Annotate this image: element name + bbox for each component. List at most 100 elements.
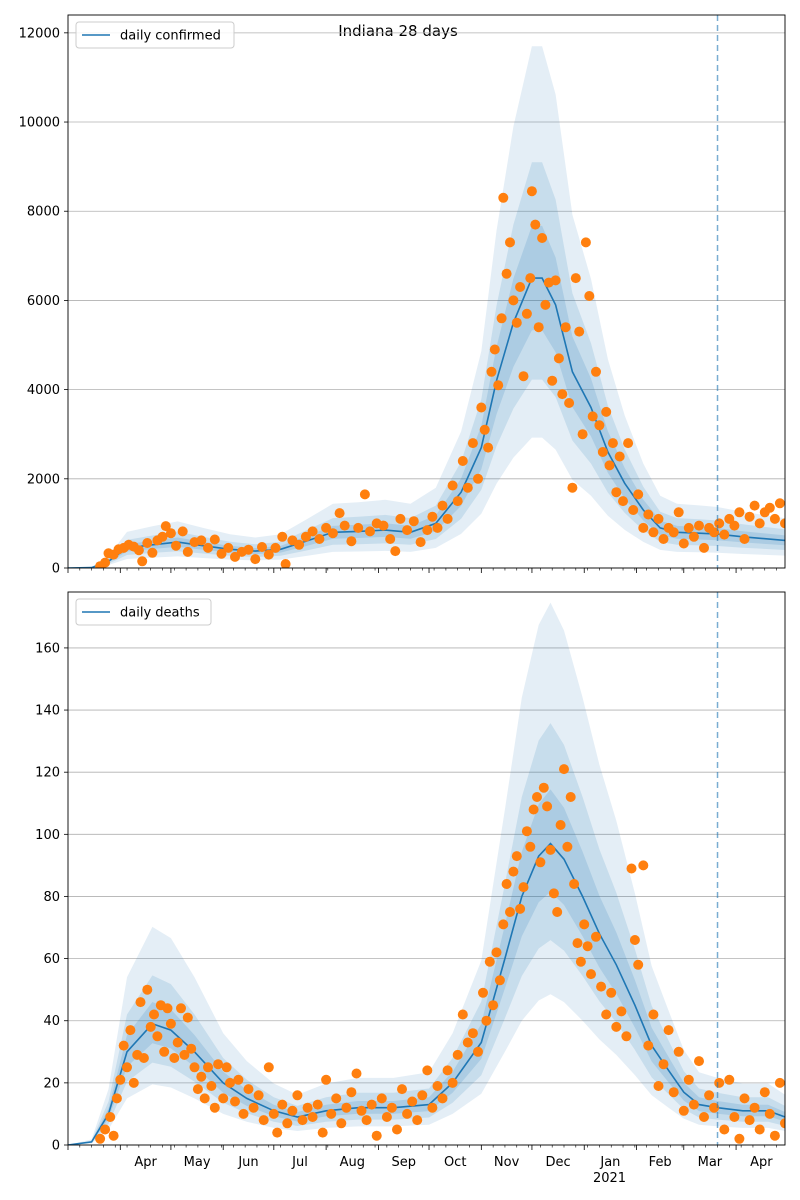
data-point — [580, 237, 591, 248]
data-point — [704, 1090, 715, 1101]
data-point — [432, 522, 443, 533]
data-point — [351, 1068, 362, 1079]
data-point — [587, 411, 598, 422]
data-point — [321, 1074, 332, 1085]
data-point — [397, 1084, 407, 1095]
x-axis: Apr May Jun Jul Aug Sep Oct Nov Dec Jan Feb Mar Apr 2… — [134, 1155, 773, 1186]
data-point — [415, 537, 426, 548]
data-point — [172, 1037, 183, 1048]
data-point — [138, 1053, 149, 1063]
data-point — [165, 528, 176, 539]
data-point — [528, 804, 539, 815]
data-point — [417, 1090, 428, 1101]
data-point — [287, 1105, 298, 1116]
data-point — [739, 1093, 750, 1104]
legend-label: daily confirmed — [120, 29, 221, 44]
data-point — [341, 1102, 352, 1113]
data-point — [302, 1102, 313, 1113]
data-point — [230, 1096, 240, 1107]
data-point — [601, 1009, 612, 1020]
data-point — [759, 1087, 770, 1098]
data-point — [447, 1077, 458, 1088]
data-point — [714, 518, 725, 529]
data-point — [118, 1040, 129, 1051]
data-point — [437, 1093, 448, 1104]
y-tick-label: 140 — [35, 704, 60, 719]
data-point — [361, 1115, 372, 1126]
data-point — [653, 513, 664, 524]
data-point — [277, 1099, 288, 1110]
data-point — [199, 1093, 210, 1104]
data-point — [149, 1009, 159, 1020]
data-point — [105, 1112, 116, 1122]
x-tick-label: May — [184, 1155, 211, 1170]
y-tick-label: 60 — [43, 952, 60, 967]
data-point — [515, 903, 526, 914]
data-point — [526, 186, 537, 197]
y-tick-label: 40 — [43, 1014, 60, 1029]
data-point — [521, 826, 532, 837]
y-tick-label: 0 — [52, 1139, 60, 1154]
data-point — [780, 518, 785, 529]
data-point — [270, 542, 281, 553]
data-point — [749, 1102, 760, 1113]
data-point — [486, 366, 497, 377]
data-point — [346, 1087, 357, 1098]
data-point — [365, 526, 375, 537]
data-point — [473, 473, 483, 484]
data-point — [432, 1081, 443, 1091]
y-tick-label: 160 — [35, 641, 60, 656]
data-point — [427, 511, 438, 522]
data-point — [525, 841, 536, 852]
data-point — [307, 526, 318, 537]
data-point — [501, 879, 512, 889]
panel-daily-confirmed: 0 2000 4000 6000 8000 10000 12000 daily confirm… — [19, 14, 786, 577]
data-point — [567, 482, 578, 493]
data-point — [572, 938, 583, 949]
data-point — [189, 1062, 200, 1073]
data-point — [157, 531, 168, 542]
legend-box — [75, 598, 212, 626]
data-point — [346, 536, 357, 547]
data-point — [734, 1133, 745, 1144]
data-point — [481, 1015, 492, 1026]
data-point — [479, 424, 490, 435]
data-point — [473, 1046, 483, 1057]
y-tick-label: 12000 — [19, 26, 60, 41]
data-point — [385, 534, 396, 544]
x-tick-label: Oct — [444, 1155, 466, 1170]
x-tick-label: Aug — [340, 1155, 365, 1170]
data-point — [457, 1009, 468, 1020]
data-point — [280, 559, 291, 568]
data-point — [606, 987, 617, 998]
data-point — [366, 1099, 377, 1110]
data-point — [596, 981, 607, 992]
data-point — [604, 460, 615, 471]
data-point — [209, 1102, 220, 1113]
data-point — [688, 1099, 699, 1110]
data-point — [392, 1124, 402, 1135]
x-year-label: 2021 — [593, 1171, 626, 1186]
data-point — [427, 1102, 438, 1113]
data-point — [452, 496, 463, 507]
data-point — [557, 389, 568, 400]
plot-area — [68, 602, 785, 1145]
data-point — [601, 406, 612, 417]
data-point — [484, 956, 495, 967]
data-point — [611, 1021, 622, 1032]
data-point — [238, 1108, 249, 1119]
y-tick-label: 2000 — [27, 472, 60, 487]
data-point — [142, 538, 153, 548]
data-point — [122, 1062, 132, 1073]
data-point — [498, 192, 509, 203]
data-point — [381, 1112, 392, 1122]
x-tick-label: Apr — [134, 1155, 157, 1170]
x-tick-label: Jul — [291, 1155, 308, 1170]
data-point — [633, 959, 644, 970]
data-point — [135, 997, 146, 1008]
data-point — [643, 1040, 654, 1051]
axes-frame — [67, 591, 786, 1146]
data-point — [734, 507, 745, 518]
data-point — [243, 1084, 254, 1095]
y-tick-label: 8000 — [27, 205, 60, 220]
